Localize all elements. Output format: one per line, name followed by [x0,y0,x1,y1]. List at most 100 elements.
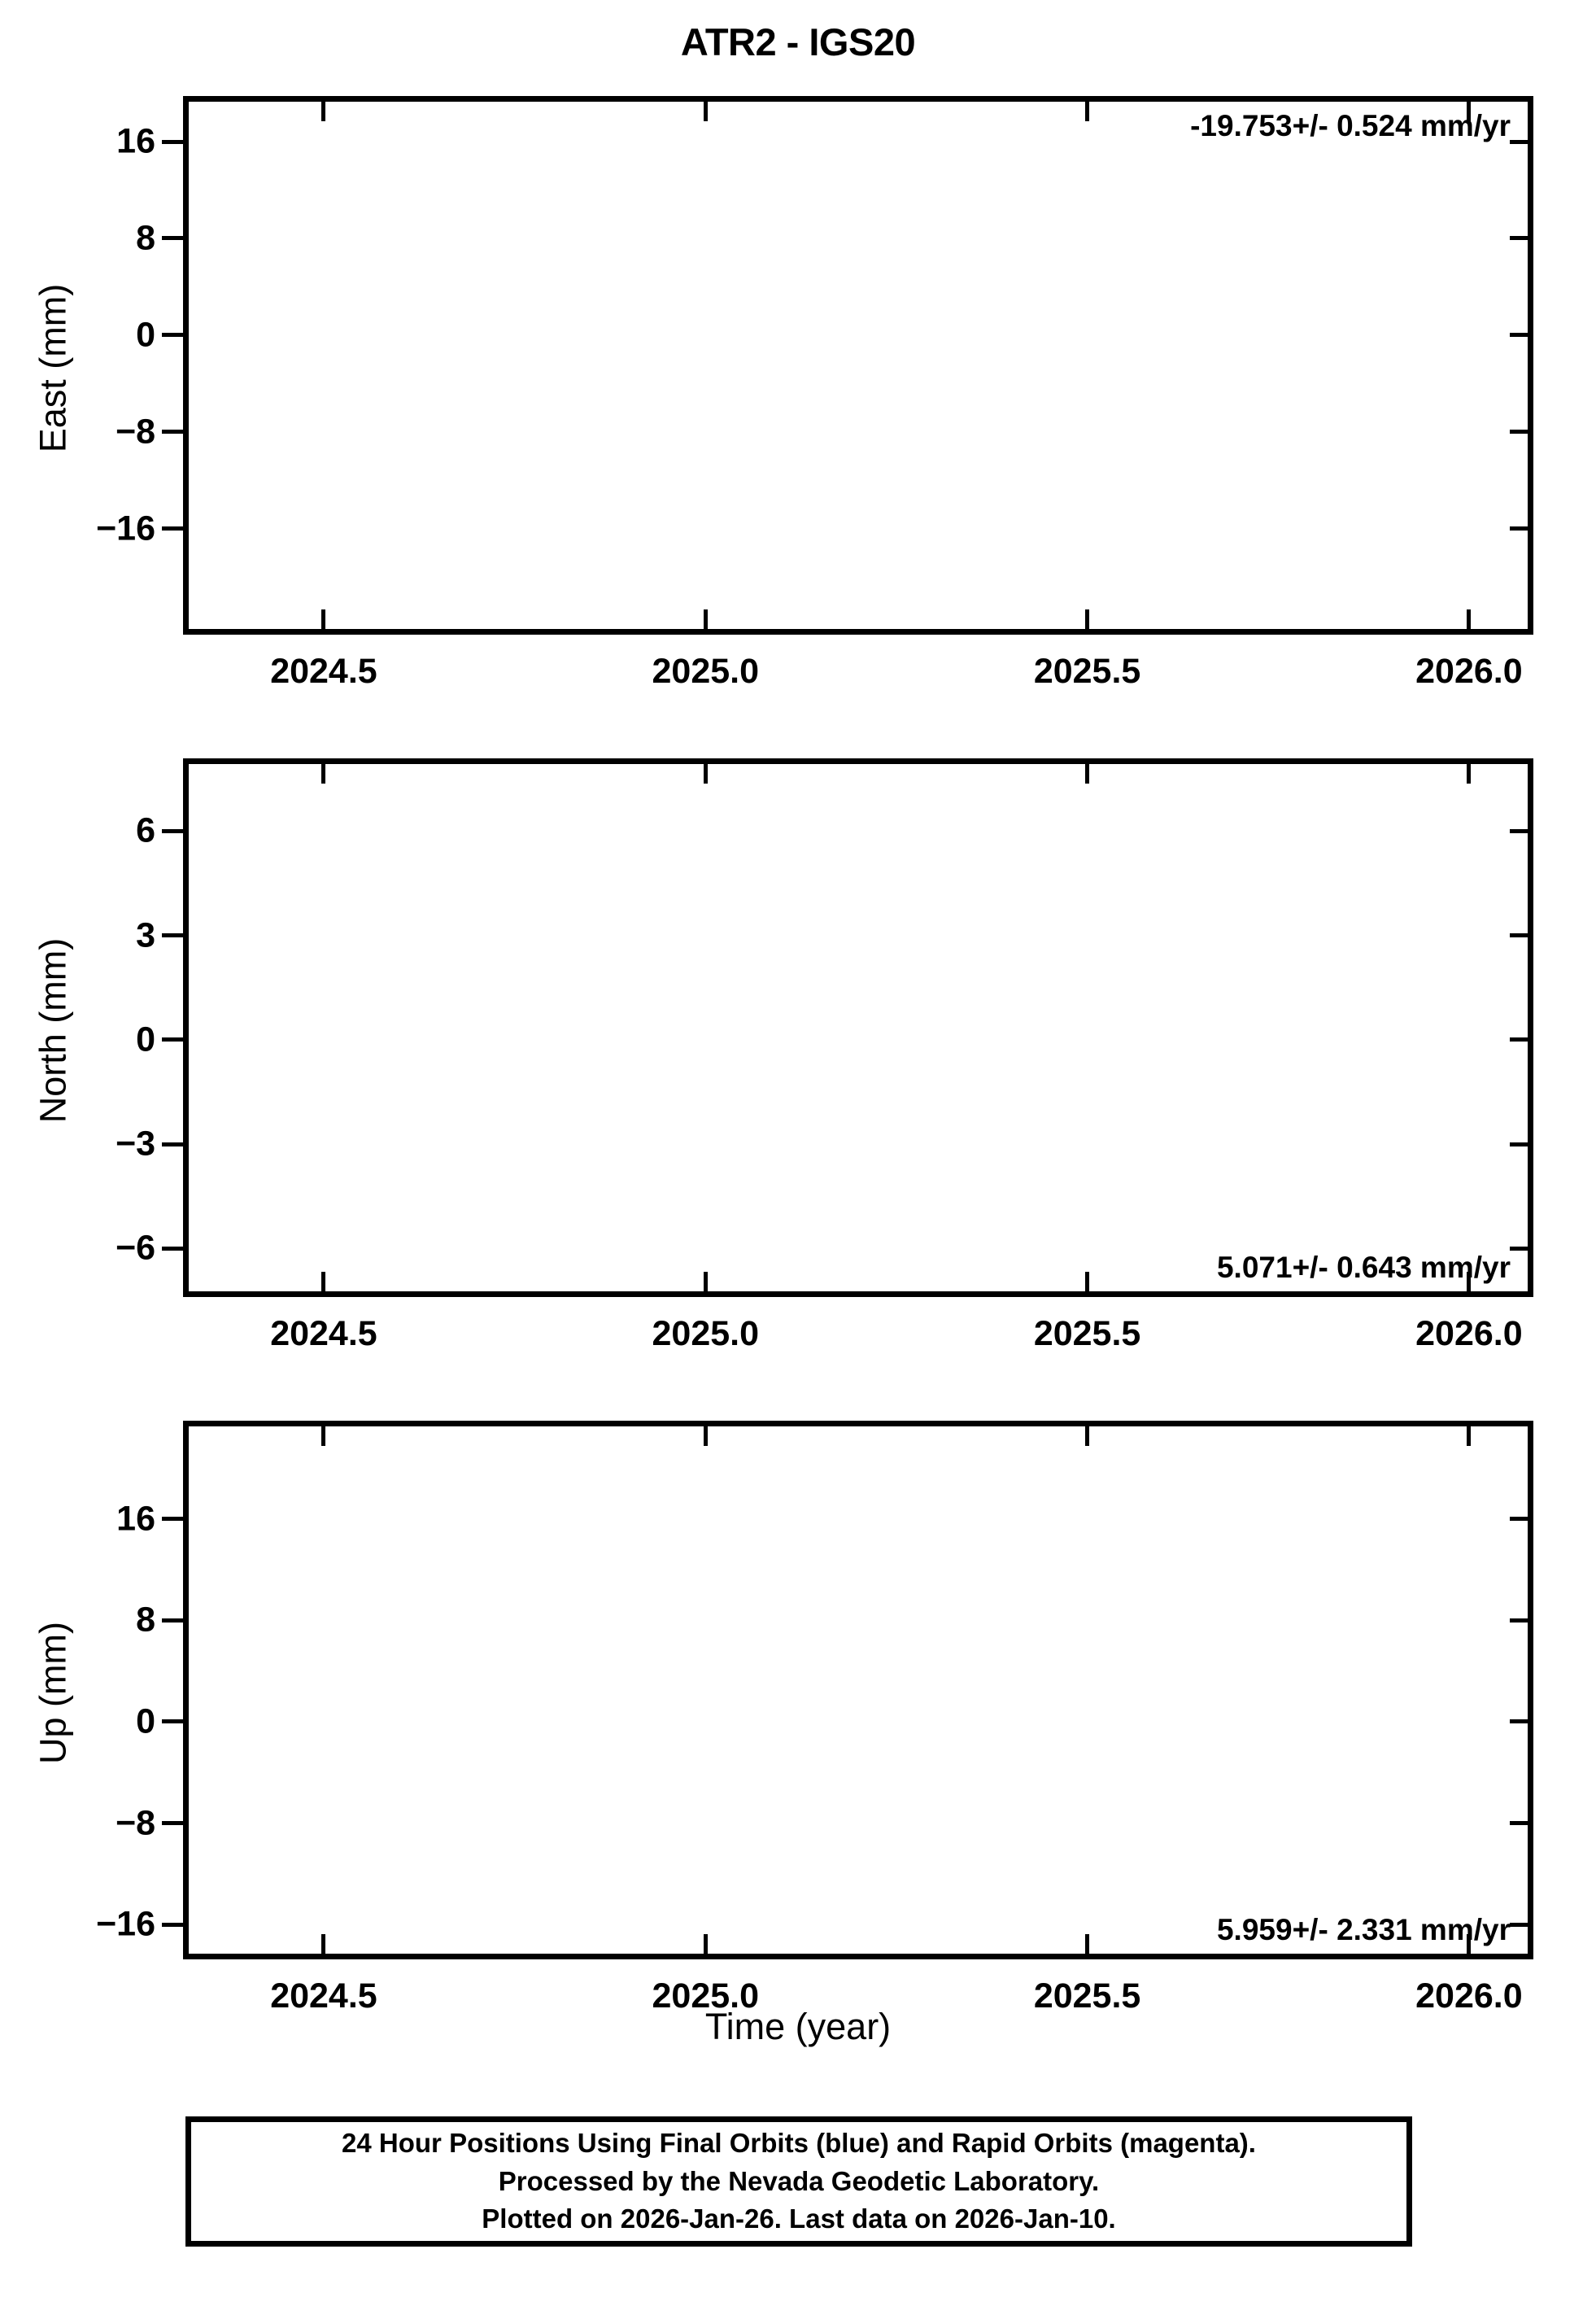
y-tick-label-up-1: 8 [136,1600,155,1640]
x-tick-bottom-up-2 [1085,1934,1090,1954]
y-tick-label-up-0: 16 [116,1499,155,1539]
panel-east: -19.753+/- 0.524 mm/yr 16 8 0 −8 −16 2024.5 20… [96,96,1533,689]
y-tick-right-north-0 [1510,828,1528,833]
x-tick-top-up-3 [1467,1426,1472,1446]
x-tick-label-east-3: 2026.0 [1415,652,1523,691]
x-tick-label-east-2: 2025.5 [1033,652,1141,691]
x-tick-bottom-up-0 [321,1934,326,1954]
x-tick-label-east-1: 2025.0 [652,652,760,691]
y-tick-label-east-2: 0 [136,315,155,355]
y-tick-right-up-1 [1510,1618,1528,1622]
y-tick-up-2 [162,1719,183,1724]
x-tick-bottom-north-1 [703,1272,708,1291]
x-tick-top-east-2 [1085,102,1090,121]
y-axis-label-east: East (mm) [32,283,74,453]
x-axis-label: Time (year) [704,2006,892,2047]
y-tick-right-east-1 [1510,236,1528,241]
y-tick-north-1 [162,933,183,938]
y-axis-label-up: Up (mm) [32,1622,74,1764]
x-tick-top-up-1 [703,1426,708,1446]
y-tick-label-north-4: −6 [115,1228,155,1268]
rate-annotation-up: 5.959+/- 2.331 mm/yr [1216,1913,1511,1946]
x-tick-label-east-0: 2024.5 [270,652,377,691]
x-tick-label-north-1: 2025.0 [652,1314,760,1353]
rate-annotation-east: -19.753+/- 0.524 mm/yr [1190,109,1511,142]
x-tick-label-up-3: 2026.0 [1415,1976,1523,2016]
y-tick-right-north-1 [1510,933,1528,938]
x-tick-label-north-0: 2024.5 [270,1314,377,1353]
x-tick-top-east-0 [321,102,326,121]
x-tick-top-north-0 [321,764,326,784]
y-tick-east-2 [162,333,183,338]
x-tick-label-north-3: 2026.0 [1415,1314,1523,1353]
y-tick-right-east-3 [1510,430,1528,435]
x-tick-label-up-2: 2025.5 [1033,1976,1141,2016]
rate-annotation-north: 5.071+/- 0.643 mm/yr [1216,1251,1511,1284]
y-tick-right-east-0 [1510,139,1528,144]
x-tick-bottom-north-3 [1467,1272,1472,1291]
x-tick-label-up-0: 2024.5 [270,1976,377,2016]
x-tick-top-north-3 [1467,764,1472,784]
y-tick-up-1 [162,1618,183,1622]
axes-frame-north [183,758,1533,1297]
y-tick-label-east-4: −16 [96,509,155,548]
y-tick-right-up-0 [1510,1517,1528,1522]
x-tick-bottom-north-2 [1085,1272,1090,1291]
axes-frame-east [183,96,1533,635]
x-tick-top-up-0 [321,1426,326,1446]
y-tick-up-0 [162,1517,183,1522]
caption-line-1: 24 Hour Positions Using Final Orbits (bl… [342,2127,1256,2158]
page-title: ATR2 - IGS20 [680,20,916,63]
y-tick-label-north-1: 3 [136,915,155,955]
y-tick-up-4 [162,1922,183,1927]
y-tick-north-4 [162,1246,183,1251]
y-tick-label-up-3: −8 [115,1803,155,1842]
y-tick-east-1 [162,236,183,241]
x-tick-bottom-east-1 [703,609,708,629]
y-tick-label-east-3: −8 [115,412,155,452]
y-tick-label-up-4: −16 [96,1904,155,1944]
y-tick-north-0 [162,828,183,833]
y-tick-label-east-0: 16 [116,121,155,161]
x-tick-bottom-east-0 [321,609,326,629]
y-tick-right-north-3 [1510,1142,1528,1146]
y-tick-right-up-2 [1510,1719,1528,1724]
y-tick-right-up-4 [1510,1922,1528,1927]
y-tick-north-2 [162,1037,183,1042]
y-tick-east-3 [162,430,183,435]
panel-north: 5.071+/- 0.643 mm/yr 6 3 0 −3 −6 2024.5 2025.0… [116,758,1533,1352]
x-tick-bottom-east-2 [1085,609,1090,629]
x-tick-label-north-2: 2025.5 [1033,1314,1141,1353]
x-tick-top-north-1 [703,764,708,784]
y-tick-east-4 [162,526,183,531]
x-tick-bottom-up-1 [703,1934,708,1954]
y-tick-north-3 [162,1142,183,1146]
y-tick-right-up-3 [1510,1821,1528,1825]
y-tick-up-3 [162,1821,183,1825]
y-tick-east-0 [162,139,183,144]
y-tick-label-north-0: 6 [136,810,155,850]
y-tick-label-north-2: 0 [136,1020,155,1059]
caption-line-3: Plotted on 2026-Jan-26. Last data on 202… [482,2203,1116,2234]
y-tick-right-east-4 [1510,526,1528,531]
x-tick-top-east-1 [703,102,708,121]
panel-up: 5.959+/- 2.331 mm/yr 16 8 0 −8 −16 2024.5 2025… [96,1421,1533,2014]
y-tick-label-up-2: 0 [136,1701,155,1741]
x-tick-bottom-north-0 [321,1272,326,1291]
caption-box: 24 Hour Positions Using Final Orbits (bl… [185,2116,1412,2247]
y-tick-right-north-2 [1510,1037,1528,1042]
x-tick-top-up-2 [1085,1426,1090,1446]
y-tick-label-east-1: 8 [136,218,155,258]
axes-frame-up [183,1421,1533,1959]
caption-line-2: Processed by the Nevada Geodetic Laborat… [498,2165,1100,2196]
x-tick-label-up-1: 2025.0 [652,1976,760,2016]
y-tick-right-east-2 [1510,333,1528,338]
x-tick-top-north-2 [1085,764,1090,784]
y-tick-right-north-4 [1510,1246,1528,1251]
y-tick-label-north-3: −3 [115,1124,155,1164]
x-tick-bottom-up-3 [1467,1934,1472,1954]
y-axis-label-north: North (mm) [32,937,74,1124]
x-tick-top-east-3 [1467,102,1472,121]
x-tick-bottom-east-3 [1467,609,1472,629]
